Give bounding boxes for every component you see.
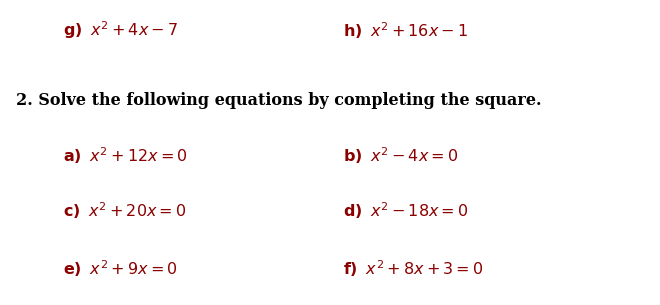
Text: $\mathbf{c)}\;\; x^2+20x=0$: $\mathbf{c)}\;\; x^2+20x=0$ [63, 200, 186, 221]
Text: $\mathbf{d)}\;\; x^2-18x=0$: $\mathbf{d)}\;\; x^2-18x=0$ [343, 200, 469, 221]
Text: $\mathbf{a)}\;\; x^2+12x=0$: $\mathbf{a)}\;\; x^2+12x=0$ [63, 145, 187, 166]
Text: 2. Solve the following equations by completing the square.: 2. Solve the following equations by comp… [16, 92, 542, 109]
Text: $\mathbf{e)}\;\; x^2+9x=0$: $\mathbf{e)}\;\; x^2+9x=0$ [63, 258, 178, 279]
Text: $\mathbf{h)}\;\; x^2+16x-1$: $\mathbf{h)}\;\; x^2+16x-1$ [343, 20, 468, 41]
Text: $\mathbf{f)}\;\; x^2+8x+3=0$: $\mathbf{f)}\;\; x^2+8x+3=0$ [343, 258, 484, 279]
Text: $\mathbf{g)}\;\; x^2+4x-7$: $\mathbf{g)}\;\; x^2+4x-7$ [63, 20, 178, 41]
Text: $\mathbf{b)}\;\; x^2-4x=0$: $\mathbf{b)}\;\; x^2-4x=0$ [343, 145, 458, 166]
